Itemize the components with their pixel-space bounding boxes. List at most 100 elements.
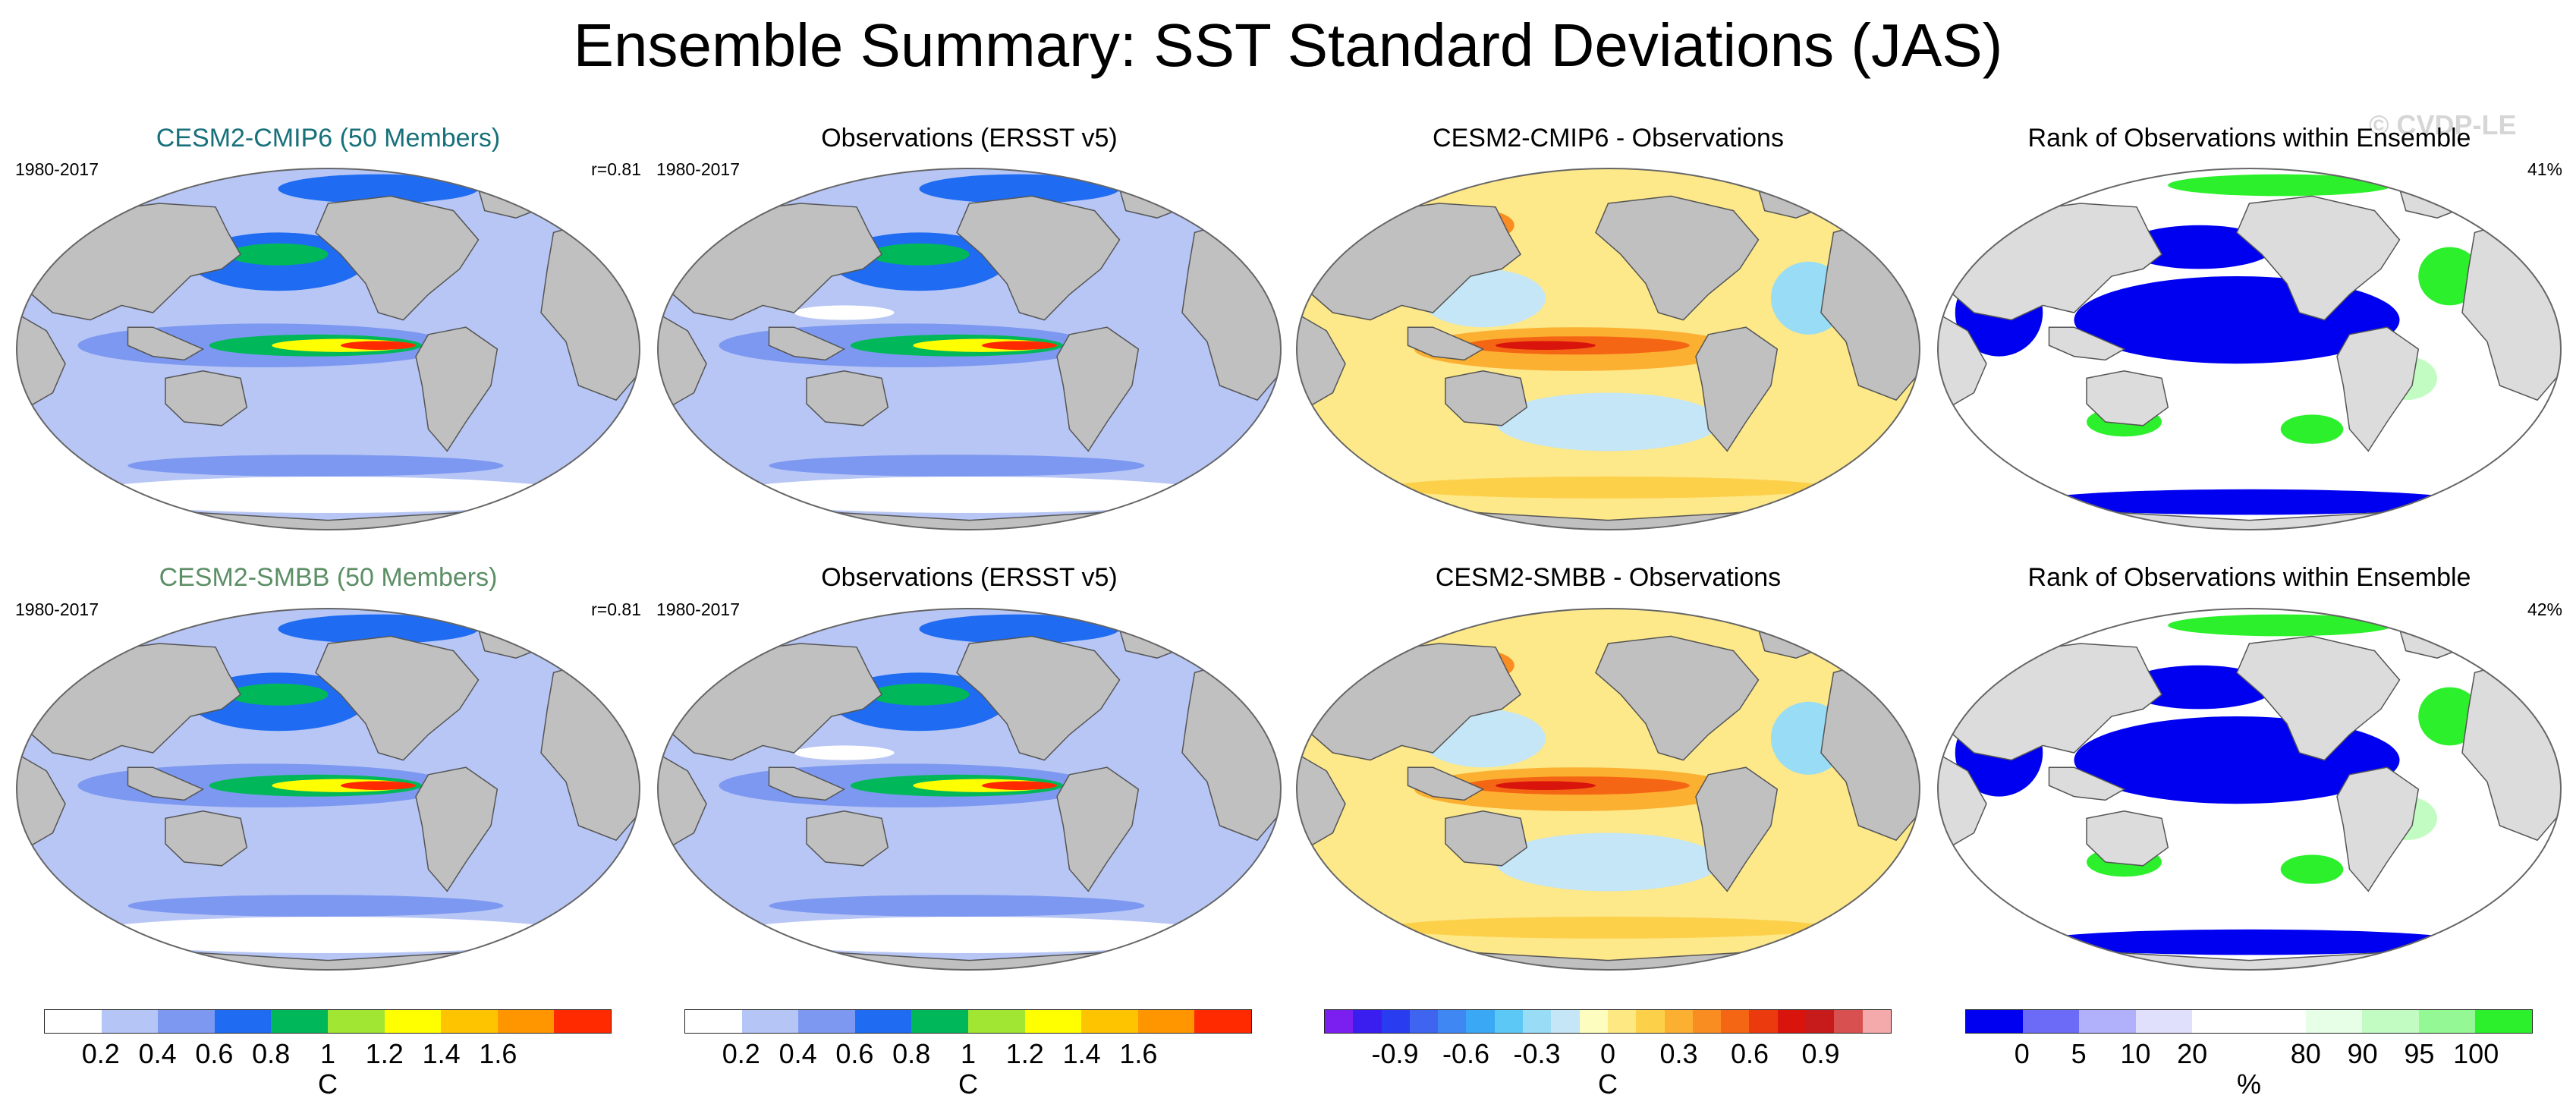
field-region bbox=[769, 895, 1145, 917]
panel-title: CESM2-CMIP6 (50 Members) bbox=[156, 124, 501, 153]
colorbar-tick-label: 20 bbox=[2177, 1038, 2208, 1069]
land-mass bbox=[1938, 751, 1987, 848]
colorbar-segment bbox=[967, 1010, 1025, 1033]
stat-label: r=0.81 bbox=[591, 599, 641, 619]
land-mass bbox=[165, 810, 248, 867]
map-panel bbox=[1295, 607, 1921, 975]
colorbar-tick-label: 1.4 bbox=[422, 1038, 461, 1069]
colorbar-segment bbox=[1137, 1010, 1195, 1033]
colorbar-tick-label: 0.2 bbox=[722, 1038, 760, 1069]
land-mass bbox=[1407, 766, 1485, 801]
colorbar-segment bbox=[214, 1010, 272, 1033]
period-label: 1980-2017 bbox=[656, 599, 740, 619]
colorbar-tick-label: 1.6 bbox=[1119, 1038, 1158, 1069]
colorbar-segment bbox=[384, 1010, 442, 1033]
colorbar-segment bbox=[1409, 1010, 1439, 1033]
colorbar-segment bbox=[158, 1010, 215, 1033]
field-region bbox=[869, 243, 970, 266]
land-mass bbox=[2048, 326, 2126, 361]
panel-title: Rank of Observations within Ensemble bbox=[2027, 563, 2471, 592]
colorbar-segment bbox=[441, 1010, 498, 1033]
world-map-icon bbox=[657, 168, 1282, 530]
colorbar-segment bbox=[1081, 1010, 1138, 1033]
field-region bbox=[982, 341, 1057, 350]
colorbar-tick-label: 80 bbox=[2290, 1038, 2321, 1069]
colorbar-segment bbox=[798, 1010, 855, 1033]
colorbar-tick-label: -0.3 bbox=[1513, 1038, 1561, 1069]
panel-title: CESM2-CMIP6 - Observations bbox=[1433, 124, 1784, 153]
land-mass bbox=[1056, 326, 1140, 452]
land-mass bbox=[806, 370, 889, 426]
field-region bbox=[1389, 917, 1828, 939]
colorbar-tick-label: 0 bbox=[1599, 1038, 1616, 1069]
field-region bbox=[869, 683, 970, 706]
land-mass bbox=[1445, 370, 1528, 426]
colorbar-segment bbox=[1579, 1010, 1608, 1033]
period-label: 1980-2017 bbox=[15, 599, 99, 619]
land-mass bbox=[956, 195, 1121, 321]
stat-label: 41% bbox=[2527, 159, 2562, 179]
colorbar-unit: C bbox=[318, 1068, 338, 1100]
colorbar-unit: % bbox=[2236, 1068, 2262, 1100]
colorbar-segment bbox=[271, 1010, 328, 1033]
world-map-icon bbox=[16, 608, 640, 971]
field-region bbox=[2030, 929, 2469, 955]
field-region bbox=[2168, 614, 2394, 637]
field-region bbox=[982, 781, 1057, 790]
map-panel bbox=[656, 167, 1282, 535]
colorbar-tick-label: 0.4 bbox=[138, 1038, 177, 1069]
field-region bbox=[127, 455, 504, 477]
colorbar-segment bbox=[741, 1010, 799, 1033]
panel-title: Rank of Observations within Ensemble bbox=[2027, 124, 2471, 153]
colorbar-tick-label: 0 bbox=[2014, 1038, 2030, 1069]
colorbar-tick-label: 0.3 bbox=[1659, 1038, 1698, 1069]
colorbar bbox=[1965, 1009, 2533, 1034]
colorbar-segment bbox=[2022, 1010, 2080, 1033]
land-mass bbox=[127, 766, 205, 801]
land-mass bbox=[415, 766, 499, 892]
field-region bbox=[2280, 854, 2344, 884]
colorbar-tick-label: 0.6 bbox=[835, 1038, 874, 1069]
land-mass bbox=[768, 766, 846, 801]
colorbar-segment bbox=[1494, 1010, 1524, 1033]
field-region bbox=[1496, 832, 1721, 892]
colorbar-segment bbox=[1551, 1010, 1580, 1033]
colorbar-tick-label: 0.2 bbox=[81, 1038, 120, 1069]
colorbar-tick-label: -0.6 bbox=[1442, 1038, 1490, 1069]
map-panel bbox=[1295, 167, 1921, 535]
world-map-icon bbox=[1937, 608, 2562, 971]
field-region bbox=[919, 614, 1120, 644]
colorbar-segment bbox=[554, 1010, 611, 1033]
stat-label: 42% bbox=[2527, 599, 2562, 619]
land-mass bbox=[2086, 810, 2169, 867]
watermark: © CVDP-LE bbox=[2369, 109, 2517, 140]
colorbar-segment bbox=[2079, 1010, 2136, 1033]
period-label: 1980-2017 bbox=[656, 159, 740, 179]
field-region bbox=[794, 745, 895, 760]
panel-title: CESM2-SMBB (50 Members) bbox=[159, 563, 498, 592]
colorbar-segment bbox=[1325, 1010, 1354, 1033]
land-mass bbox=[1595, 635, 1760, 761]
land-mass bbox=[415, 326, 499, 452]
world-map-icon bbox=[1296, 608, 1920, 971]
land-mass bbox=[768, 326, 846, 361]
colorbar-segment bbox=[2135, 1010, 2193, 1033]
colorbar-tick-label: 90 bbox=[2347, 1038, 2378, 1069]
colorbar-tick-label: 1.2 bbox=[365, 1038, 404, 1069]
map-panel bbox=[656, 607, 1282, 975]
colorbar-segment bbox=[1806, 1010, 1835, 1033]
land-mass bbox=[315, 635, 480, 761]
colorbar-segment bbox=[685, 1010, 742, 1033]
colorbar-segment bbox=[101, 1010, 159, 1033]
field-region bbox=[919, 174, 1120, 203]
land-mass bbox=[1407, 326, 1485, 361]
land-mass bbox=[1445, 810, 1528, 867]
colorbar-tick-label: 0.8 bbox=[252, 1038, 291, 1069]
colorbar-segment bbox=[1353, 1010, 1382, 1033]
colorbar-segment bbox=[1834, 1010, 1863, 1033]
land-mass bbox=[956, 635, 1121, 761]
colorbar-segment bbox=[1438, 1010, 1467, 1033]
colorbar-segment bbox=[2418, 1010, 2476, 1033]
colorbar-segment bbox=[1966, 1010, 2023, 1033]
colorbar-tick-label: 0.9 bbox=[1801, 1038, 1840, 1069]
